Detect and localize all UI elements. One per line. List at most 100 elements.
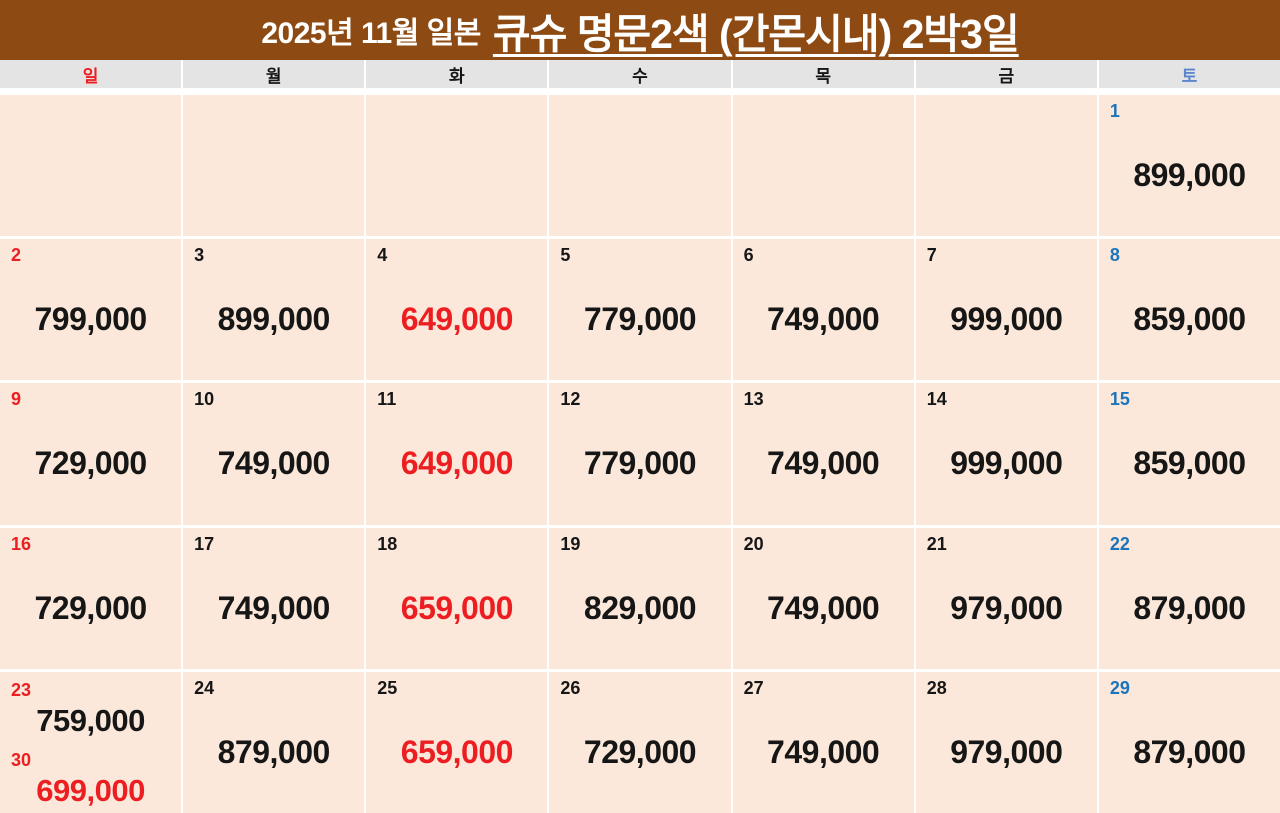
calendar-cell-14[interactable]: 14 999,000 <box>915 383 1097 525</box>
calendar-cell-10[interactable]: 10 749,000 <box>183 383 365 525</box>
date-label: 26 <box>560 677 581 698</box>
price-label: 779,000 <box>583 445 697 482</box>
date-label: 7 <box>926 245 937 266</box>
calendar-cell-6[interactable]: 6 749,000 <box>732 239 914 381</box>
date-label: 19 <box>560 533 581 554</box>
calendar-cell-empty <box>549 95 731 237</box>
price-label: 749,000 <box>767 733 880 770</box>
price-label: 749,000 <box>767 301 880 338</box>
calendar-cell-9[interactable]: 9 729,000 <box>0 383 182 525</box>
calendar-cell-18[interactable]: 18 659,000 <box>366 527 548 669</box>
title-prefix: 2025년 11월 일본 <box>261 17 481 50</box>
price-label: 799,000 <box>34 301 147 338</box>
price-label: 729,000 <box>34 589 147 626</box>
date-label: 5 <box>560 245 571 266</box>
date-label: 20 <box>743 533 764 554</box>
calendar-cell-19[interactable]: 19 829,000 <box>549 527 731 669</box>
date-label: 21 <box>926 533 947 554</box>
calendar-cell-25[interactable]: 25 659,000 <box>366 671 548 813</box>
calendar-cell-empty <box>366 95 548 237</box>
date-label: 3 <box>194 245 205 266</box>
calendar-cell-8[interactable]: 8 859,000 <box>1098 239 1280 381</box>
calendar-cell-empty <box>732 95 914 237</box>
price-label: 659,000 <box>400 589 514 626</box>
date-label: 17 <box>194 533 215 554</box>
date-label: 6 <box>743 245 754 266</box>
date-label: 9 <box>11 389 22 410</box>
price-label: 999,000 <box>950 301 1063 338</box>
calendar-cell-20[interactable]: 20 749,000 <box>732 527 914 669</box>
calendar-cell-24[interactable]: 24 879,000 <box>183 671 365 813</box>
calendar-cell-26[interactable]: 26 729,000 <box>549 671 731 813</box>
price-label: 729,000 <box>34 445 147 482</box>
calendar-cell-16[interactable]: 16 729,000 <box>0 527 182 669</box>
date-label: 10 <box>194 389 215 410</box>
page-title: 큐슈 명문2색 (간몬시내) 2박3일 <box>492 11 1020 57</box>
date-label: 25 <box>377 677 398 698</box>
date-label: 22 <box>1109 533 1130 554</box>
date-label: 2 <box>11 245 22 266</box>
price-label: 879,000 <box>1133 733 1246 770</box>
calendar-cell-27[interactable]: 27 749,000 <box>732 671 914 813</box>
calendar-cell-11[interactable]: 11 649,000 <box>366 383 548 525</box>
calendar-cell-15[interactable]: 15 859,000 <box>1098 383 1280 525</box>
price-label: 659,000 <box>400 733 514 770</box>
date-label: 12 <box>560 389 581 410</box>
date-label: 16 <box>11 533 32 554</box>
price-label: 829,000 <box>583 589 697 626</box>
weekday-label-일: 일 <box>0 60 182 88</box>
price-label: 979,000 <box>950 589 1063 626</box>
calendar-cell-2[interactable]: 2 799,000 <box>0 239 182 381</box>
price-label: 749,000 <box>217 589 331 626</box>
date-label: 13 <box>743 389 764 410</box>
price-label: 779,000 <box>583 301 697 338</box>
price-label: 879,000 <box>217 733 331 770</box>
date-label: 24 <box>194 677 215 698</box>
calendar-cell-1[interactable]: 1 899,000 <box>1098 95 1280 237</box>
price-label: 859,000 <box>1133 301 1246 338</box>
weekday-label-수: 수 <box>549 60 731 88</box>
price-label: 749,000 <box>767 445 880 482</box>
calendar-cell-empty <box>0 95 182 237</box>
calendar-cell-7[interactable]: 7 999,000 <box>915 239 1097 381</box>
calendar-entry-30[interactable]: 30 699,000 <box>0 742 181 813</box>
calendar-cell-21[interactable]: 21 979,000 <box>915 527 1097 669</box>
price-label: 699,000 <box>36 773 145 809</box>
calendar-grid: 1 899,000 2 799,000 3 899,000 4 649,000 5 779,000… <box>0 95 1280 813</box>
price-label: 999,000 <box>950 445 1063 482</box>
calendar-cell-empty <box>183 95 365 237</box>
price-label: 979,000 <box>950 733 1063 770</box>
calendar-entry-23[interactable]: 23 759,000 <box>0 672 181 743</box>
price-label: 649,000 <box>400 445 514 482</box>
date-label: 28 <box>926 677 947 698</box>
calendar-cell-29[interactable]: 29 879,000 <box>1098 671 1280 813</box>
date-label: 15 <box>1109 389 1130 410</box>
calendar-cell-12[interactable]: 12 779,000 <box>549 383 731 525</box>
calendar-cell-13[interactable]: 13 749,000 <box>732 383 914 525</box>
calendar-cell-4[interactable]: 4 649,000 <box>366 239 548 381</box>
calendar-cell-5[interactable]: 5 779,000 <box>549 239 731 381</box>
weekday-label-토: 토 <box>1098 60 1280 88</box>
calendar-cell-22[interactable]: 22 879,000 <box>1098 527 1280 669</box>
price-label: 899,000 <box>217 301 331 338</box>
calendar-cell-3[interactable]: 3 899,000 <box>183 239 365 381</box>
price-label: 759,000 <box>36 702 145 738</box>
date-label: 14 <box>926 389 947 410</box>
date-label: 27 <box>743 677 764 698</box>
price-label: 729,000 <box>583 733 697 770</box>
price-label: 879,000 <box>1133 589 1246 626</box>
weekday-label-화: 화 <box>366 60 548 88</box>
date-label: 4 <box>377 245 388 266</box>
calendar-cell-17[interactable]: 17 749,000 <box>183 527 365 669</box>
price-label: 649,000 <box>400 301 514 338</box>
date-label: 23 <box>11 679 32 700</box>
date-label: 29 <box>1109 677 1130 698</box>
title-bar: 2025년 11월 일본 큐슈 명문2색 (간몬시내) 2박3일 <box>0 0 1280 60</box>
calendar-cell-empty <box>915 95 1097 237</box>
date-label: 8 <box>1109 245 1120 266</box>
weekday-label-금: 금 <box>915 60 1097 88</box>
calendar-cell-28[interactable]: 28 979,000 <box>915 671 1097 813</box>
calendar-cell-23-30[interactable]: 23 759,000 30 699,000 <box>0 671 182 813</box>
